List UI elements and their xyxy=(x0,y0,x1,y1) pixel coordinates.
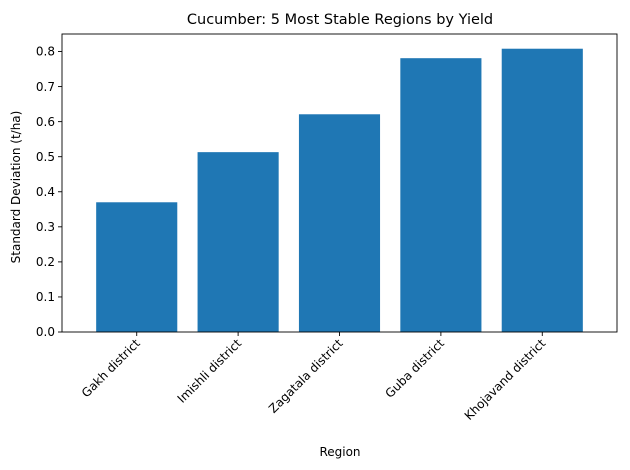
bar-imishli-district xyxy=(197,152,279,332)
chart-title: Cucumber: 5 Most Stable Regions by Yield xyxy=(187,12,493,28)
bar-gakh-district xyxy=(96,202,178,332)
bar-guba-district xyxy=(400,58,482,332)
plot-frame xyxy=(61,33,618,333)
plot-border xyxy=(61,33,618,333)
y-tick-label: 0.6 xyxy=(36,115,55,129)
y-tick-label: 0.3 xyxy=(36,220,55,234)
x-tick-label: Imishli district xyxy=(175,336,245,406)
y-tick-label: 0.4 xyxy=(36,185,55,199)
y-tick-label: 0.2 xyxy=(36,255,55,269)
x-axis: Gakh district Imishli district Zagatala di… xyxy=(79,332,549,423)
bar-zagatala-district xyxy=(298,114,381,332)
y-tick-label: 0.1 xyxy=(36,290,55,304)
y-tick-label: 0.7 xyxy=(36,80,55,94)
x-tick-label: Khojavand district xyxy=(462,336,549,423)
y-axis: 0.0 0.1 0.2 0.3 0.4 0.5 0.6 0.7 0.8 xyxy=(36,45,62,339)
y-tick-label: 0.0 xyxy=(36,325,55,339)
x-tick-label: Guba district xyxy=(383,336,448,401)
y-tick-label: 0.5 xyxy=(36,150,55,164)
x-tick-label: Zagatala district xyxy=(266,336,346,416)
x-axis-label: Region xyxy=(319,445,360,459)
x-tick-label: Gakh district xyxy=(79,336,143,400)
y-tick-label: 0.8 xyxy=(36,45,55,59)
bars-layer xyxy=(96,48,583,332)
bar-khojavand-district xyxy=(501,48,583,332)
y-axis-label: Standard Deviation (t/ha) xyxy=(9,111,23,264)
